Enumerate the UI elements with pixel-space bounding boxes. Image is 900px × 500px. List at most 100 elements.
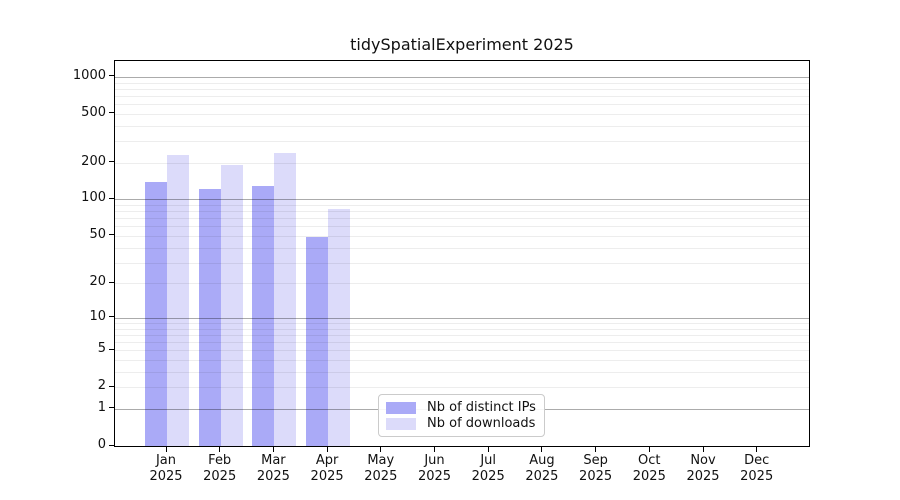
x-tick-label: Jul 2025	[456, 453, 520, 485]
y-tick-mark	[109, 385, 114, 387]
x-tick-year: 2025	[149, 469, 183, 484]
minor-gridline	[115, 125, 809, 127]
y-tick-mark	[109, 316, 114, 318]
major-gridline	[115, 317, 809, 319]
x-tick-label: Sep 2025	[564, 453, 628, 485]
x-tick-label: Mar 2025	[241, 453, 305, 485]
minor-gridline	[115, 360, 809, 362]
y-tick-label: 5	[97, 341, 106, 357]
minor-gridline	[115, 387, 809, 389]
y-tick-mark	[109, 234, 114, 236]
x-tick-month: Nov	[690, 453, 716, 468]
chart-title: tidySpatialExperiment 2025	[350, 35, 574, 54]
x-tick-month: Aug	[529, 453, 555, 468]
minor-gridline	[115, 88, 809, 90]
y-tick-label: 1000	[72, 67, 106, 83]
x-tick-label: Nov 2025	[671, 453, 735, 485]
minor-gridline	[115, 328, 809, 330]
x-tick-label: Jan 2025	[134, 453, 198, 485]
minor-gridline	[115, 283, 809, 285]
bar-apr-downloads	[328, 208, 351, 446]
y-tick-mark	[109, 161, 114, 163]
x-tick-year: 2025	[256, 469, 290, 484]
y-tick-label: 50	[89, 226, 106, 242]
x-tick-label: Dec 2025	[725, 453, 789, 485]
y-tick-mark	[109, 281, 114, 283]
minor-gridline	[115, 323, 809, 324]
y-tick-mark	[109, 444, 114, 446]
y-tick-mark	[109, 348, 114, 350]
minor-gridline	[115, 205, 809, 207]
minor-gridline	[115, 162, 809, 164]
x-tick-mark	[434, 447, 435, 452]
x-tick-mark	[595, 447, 597, 452]
x-tick-mark	[165, 447, 167, 452]
minor-gridline	[115, 218, 809, 220]
x-tick-year: 2025	[364, 469, 398, 484]
x-tick-label: May 2025	[349, 453, 413, 485]
minor-gridline	[115, 350, 809, 352]
y-tick-mark	[109, 112, 114, 114]
x-tick-mark	[756, 447, 758, 452]
x-tick-mark	[648, 447, 650, 452]
minor-gridline	[115, 247, 809, 249]
x-tick-label: Jun 2025	[403, 453, 467, 485]
x-tick-month: Jan	[155, 453, 177, 468]
plot-area	[114, 60, 810, 447]
x-tick-mark	[702, 447, 704, 452]
y-tick-label: 0	[97, 437, 106, 452]
x-tick-year: 2025	[310, 469, 344, 484]
minor-gridline	[115, 82, 809, 84]
bar-jan-downloads	[167, 154, 189, 446]
x-tick-month: Mar	[261, 453, 286, 468]
legend-item-distinct-ips: Nb of distinct IPs	[386, 400, 536, 415]
x-tick-year: 2025	[525, 469, 559, 484]
bar-mar-ips	[252, 185, 275, 446]
y-tick-label: 20	[89, 274, 106, 290]
x-tick-label: Oct 2025	[617, 453, 681, 485]
y-tick-label: 500	[81, 104, 106, 120]
y-tick-label: 200	[81, 153, 106, 169]
bar-apr-ips	[306, 237, 329, 446]
x-tick-year: 2025	[686, 469, 720, 484]
x-tick-month: Oct	[638, 453, 661, 468]
y-tick-mark	[109, 407, 114, 409]
legend-label-downloads: Nb of downloads	[427, 416, 536, 431]
minor-gridline	[115, 141, 809, 143]
x-tick-year: 2025	[203, 469, 237, 484]
x-tick-mark	[272, 447, 274, 452]
legend: Nb of distinct IPs Nb of downloads	[378, 394, 545, 437]
x-tick-year: 2025	[579, 469, 613, 484]
minor-gridline	[115, 235, 809, 237]
legend-swatch-distinct-ips	[386, 401, 416, 414]
x-tick-label: Apr 2025	[295, 453, 359, 485]
bar-feb-ips	[198, 189, 221, 446]
minor-gridline	[115, 371, 809, 373]
x-tick-mark	[487, 447, 489, 452]
y-tick-label: 1	[97, 399, 106, 415]
x-tick-month: Apr	[315, 453, 339, 468]
minor-gridline	[115, 113, 809, 115]
minor-gridline	[115, 342, 809, 344]
minor-gridline	[115, 262, 809, 264]
y-tick-label: 2	[97, 378, 106, 394]
x-tick-month: May	[367, 453, 395, 468]
major-gridline	[115, 199, 809, 201]
bar-feb-downloads	[220, 164, 243, 446]
minor-gridline	[115, 211, 809, 213]
legend-item-downloads: Nb of downloads	[386, 416, 536, 431]
y-tick-label: 100	[81, 190, 106, 206]
x-tick-mark	[380, 447, 382, 452]
x-tick-mark	[219, 447, 221, 452]
x-tick-month: Feb	[208, 453, 232, 468]
minor-gridline	[115, 334, 809, 336]
x-tick-month: Dec	[744, 453, 770, 468]
y-tick-mark	[109, 197, 114, 199]
legend-label-distinct-ips: Nb of distinct IPs	[427, 400, 536, 415]
x-tick-year: 2025	[417, 469, 452, 484]
major-gridline	[115, 76, 809, 78]
x-tick-month: Sep	[583, 453, 608, 468]
x-tick-mark	[326, 447, 328, 452]
x-tick-month: Jul	[480, 453, 497, 468]
